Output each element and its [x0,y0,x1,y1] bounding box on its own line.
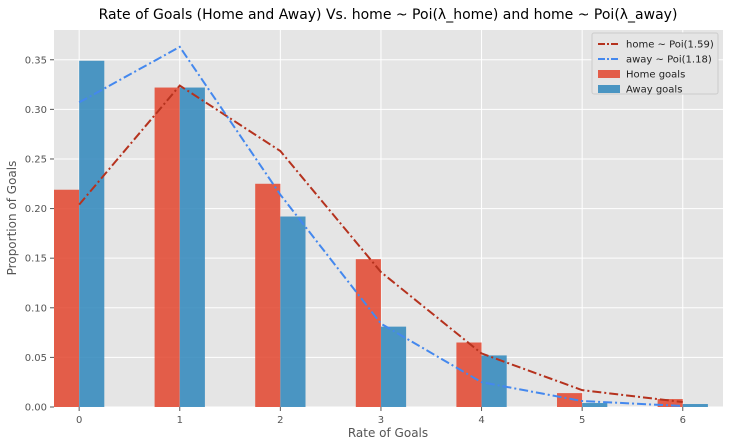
away-goals-bar [280,216,306,407]
away-poisson-line [78,45,683,408]
x-axis-label: Rate of Goals [348,426,428,440]
y-tick-label: 0.15 [25,254,47,265]
legend-bar-swatch [598,70,620,78]
home-goals-bar [657,399,683,407]
home-goals-bar [355,259,381,407]
legend-label: Away goals [626,85,682,96]
legend-bar-swatch [598,85,620,93]
home-poisson-line [78,84,683,404]
home-goals-bar [154,87,180,407]
x-tick-label: 2 [277,415,283,426]
x-tick-label: 1 [177,415,183,426]
away-goals-bar [380,326,407,407]
legend-label: Home goals [626,70,685,81]
home-goals-bar [456,342,482,407]
x-tick-label: 0 [76,415,82,426]
away-goals-bar [481,355,507,407]
y-tick-label: 0.05 [25,353,47,364]
away-goals-bar [682,404,708,407]
home-goals-bar [557,393,583,407]
y-tick-label: 0.00 [25,403,47,414]
y-tick-label: 0.35 [25,55,47,66]
legend-label: away ~ Poi(1.18) [626,55,712,66]
chart-title: Rate of Goals (Home and Away) Vs. home ~… [99,7,678,23]
lines-layer [78,45,683,408]
x-tick-label: 5 [579,415,585,426]
away-goals-bar [179,87,205,407]
y-tick-label: 0.20 [25,204,47,215]
bars-layer [54,60,708,408]
away-goals-bar [582,403,608,407]
x-tick-label: 4 [478,415,484,426]
y-tick-label: 0.30 [25,105,47,116]
y-tick-labels: 0.00 0.05 0.10 0.15 0.20 0.25 0.30 0.35 [25,55,47,413]
x-tick-label: 3 [378,415,384,426]
legend-box [591,32,719,95]
home-goals-bar [255,183,281,407]
home-goals-bar [54,189,80,407]
x-tick-label: 6 [680,415,686,426]
y-axis-label: Proportion of Goals [5,161,19,276]
y-tick-label: 0.25 [25,154,47,165]
x-tick-labels: 0 1 2 3 4 5 6 [76,415,686,426]
legend: home ~ Poi(1.59) away ~ Poi(1.18) Home goa… [591,32,719,96]
y-tick-label: 0.10 [25,303,47,314]
legend-label: home ~ Poi(1.59) [626,40,714,51]
away-goals-bar [79,60,105,408]
